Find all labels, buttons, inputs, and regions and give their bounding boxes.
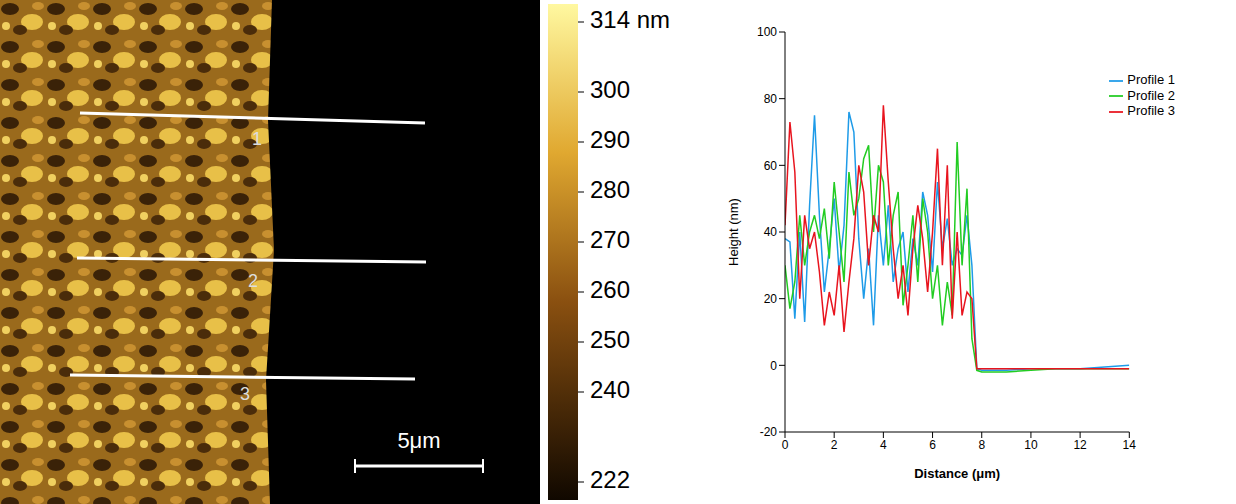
svg-text:270: 270 <box>590 226 630 253</box>
svg-text:10: 10 <box>1024 438 1038 452</box>
svg-text:8: 8 <box>978 438 985 452</box>
svg-text:300: 300 <box>590 76 630 103</box>
html-text:Profile 2: Profile 2 <box>1127 87 1175 103</box>
svg-text:40: 40 <box>764 225 778 239</box>
svg-text:5μm: 5μm <box>397 428 440 453</box>
svg-text:3: 3 <box>240 384 250 404</box>
svg-text:240: 240 <box>590 376 630 403</box>
svg-text:280: 280 <box>590 176 630 203</box>
svg-text:0: 0 <box>770 359 777 373</box>
svg-text:222: 222 <box>590 466 630 493</box>
svg-text:0: 0 <box>782 438 789 452</box>
html-text:Profile 1: Profile 1 <box>1127 72 1175 87</box>
svg-text:2: 2 <box>248 271 258 291</box>
svg-text:6: 6 <box>929 438 936 452</box>
svg-text:2: 2 <box>831 438 838 452</box>
svg-text:260: 260 <box>590 276 630 303</box>
svg-text:Height (nm): Height (nm) <box>726 198 741 266</box>
svg-text:Distance (μm): Distance (μm) <box>914 466 1000 481</box>
svg-text:-20: -20 <box>760 425 778 439</box>
svg-text:14: 14 <box>1123 438 1137 452</box>
svg-text:314 nm: 314 nm <box>590 6 670 33</box>
svg-text:4: 4 <box>880 438 887 452</box>
svg-text:1: 1 <box>252 129 262 149</box>
svg-text:290: 290 <box>590 126 630 153</box>
svg-text:20: 20 <box>764 292 778 306</box>
svg-text:12: 12 <box>1073 438 1087 452</box>
svg-text:60: 60 <box>764 159 778 173</box>
svg-text:250: 250 <box>590 326 630 353</box>
html-text:Profile 3: Profile 3 <box>1127 103 1175 119</box>
svg-text:80: 80 <box>764 92 778 106</box>
svg-text:100: 100 <box>757 25 777 39</box>
